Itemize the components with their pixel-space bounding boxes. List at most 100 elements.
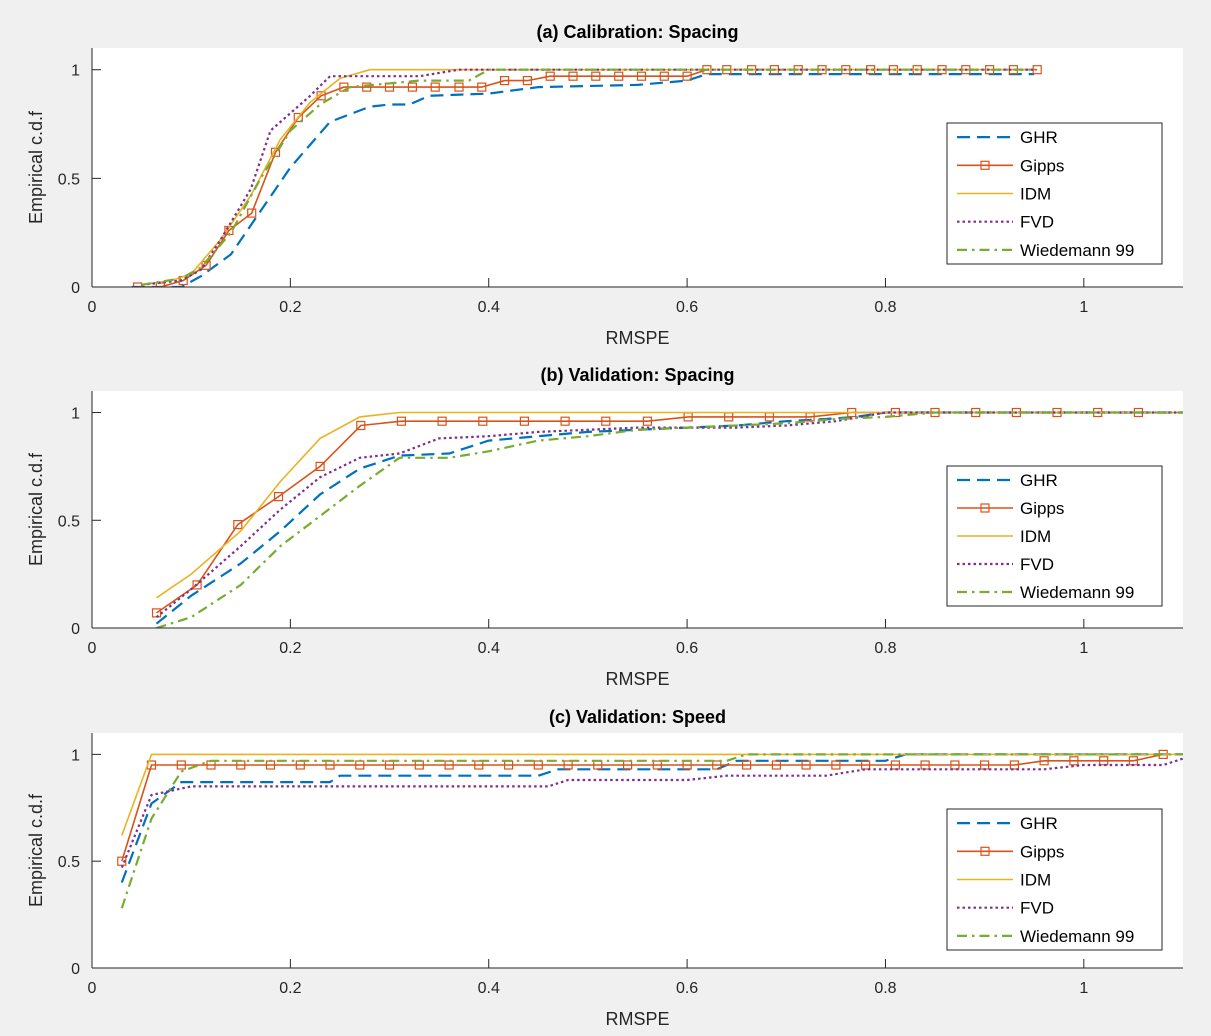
data-point-marker — [474, 760, 484, 770]
data-point-marker — [437, 416, 447, 426]
y-tick-label: 1 — [71, 747, 80, 764]
legend-label: IDM — [1020, 871, 1051, 890]
legend-label: Wiedemann 99 — [1020, 241, 1134, 260]
series-line-ghr — [120, 753, 1183, 883]
x-tick-label: 0.8 — [874, 640, 896, 657]
chart-title: (a) Calibration: Spacing — [536, 22, 738, 42]
y-tick-label: 0.5 — [58, 854, 80, 871]
data-point-marker — [533, 760, 543, 770]
data-point-marker — [407, 82, 417, 92]
x-tick-label: 0.4 — [478, 640, 500, 657]
data-point-marker — [192, 580, 202, 590]
y-tick-label: 0.5 — [58, 171, 80, 188]
series-line-wiedemann-99 — [120, 753, 1183, 909]
legend-label: Wiedemann 99 — [1020, 583, 1134, 602]
data-point-marker — [1099, 756, 1109, 766]
series-line-ghr — [131, 72, 1035, 287]
x-tick-label: 0 — [88, 299, 97, 316]
data-point-marker — [682, 71, 692, 81]
legend-label: GHR — [1020, 128, 1058, 147]
y-tick-label: 1 — [71, 63, 80, 80]
legend-label: Wiedemann 99 — [1020, 927, 1134, 946]
series-line-ghr — [155, 411, 1183, 625]
data-point-marker — [614, 71, 624, 81]
series-line-fvd — [120, 757, 1183, 869]
x-axis-label: RMSPE — [605, 669, 669, 689]
y-axis-label: Empirical c.d.f — [26, 110, 46, 224]
data-point-marker — [1039, 756, 1049, 766]
data-point-marker — [831, 760, 841, 770]
legend-marker — [980, 846, 990, 856]
x-tick-label: 0.4 — [478, 980, 500, 997]
legend: GHR Gipps IDM FVD Wiedemann 99 — [946, 808, 1163, 951]
data-point-marker — [454, 82, 464, 92]
y-tick-label: 0.5 — [58, 513, 80, 530]
data-point-marker — [522, 75, 533, 86]
legend-label: GHR — [1020, 471, 1058, 490]
chart-title: (c) Validation: Speed — [549, 707, 726, 727]
y-tick-label: 0 — [71, 961, 80, 978]
data-point-marker — [545, 71, 555, 81]
data-point-marker — [591, 71, 601, 81]
data-point-marker — [801, 760, 811, 770]
data-point-marker — [860, 760, 871, 770]
data-point-marker — [273, 492, 284, 502]
x-tick-label: 0.6 — [676, 299, 698, 316]
data-point-marker — [1009, 760, 1020, 770]
legend-label: FVD — [1020, 213, 1054, 232]
data-point-marker — [636, 71, 647, 81]
data-point-marker — [771, 760, 782, 770]
y-axis-label: Empirical c.d.f — [26, 793, 46, 907]
y-tick-label: 0 — [71, 280, 80, 297]
data-point-marker — [601, 416, 611, 426]
data-point-marker — [430, 82, 440, 92]
y-tick-label: 1 — [71, 406, 80, 423]
x-tick-label: 0.8 — [874, 980, 896, 997]
data-point-marker — [478, 416, 488, 426]
legend-label: IDM — [1020, 527, 1051, 546]
x-tick-label: 0 — [88, 640, 97, 657]
x-tick-label: 1 — [1079, 980, 1088, 997]
x-tick-label: 0 — [88, 980, 97, 997]
data-point-marker — [444, 760, 454, 770]
data-point-marker — [176, 760, 186, 770]
x-tick-label: 0.2 — [279, 640, 301, 657]
legend: GHR Gipps IDM FVD Wiedemann 99 — [946, 465, 1163, 607]
legend-label: Gipps — [1020, 499, 1064, 518]
data-point-marker — [560, 416, 570, 426]
y-axis-label: Empirical c.d.f — [26, 452, 46, 566]
legend-label: Gipps — [1020, 842, 1064, 861]
legend-label: FVD — [1020, 555, 1054, 574]
legend-label: GHR — [1020, 814, 1058, 833]
data-point-marker — [950, 760, 960, 770]
series-line-fvd — [155, 411, 1183, 619]
data-point-marker — [741, 760, 752, 770]
series-group — [117, 749, 1183, 909]
data-point-marker — [712, 760, 722, 770]
data-point-marker — [622, 760, 633, 770]
data-point-marker — [500, 75, 510, 86]
x-tick-label: 0.6 — [676, 640, 698, 657]
legend-marker — [980, 503, 990, 513]
chart-title: (b) Validation: Spacing — [540, 365, 734, 385]
data-point-marker — [247, 208, 257, 218]
data-point-marker — [642, 416, 653, 426]
legend-label: Gipps — [1020, 156, 1064, 175]
x-tick-label: 0.2 — [279, 299, 301, 316]
x-axis-label: RMSPE — [605, 328, 669, 348]
series-group — [131, 65, 1042, 287]
data-point-marker — [1069, 756, 1079, 766]
x-axis-label: RMSPE — [605, 1009, 669, 1029]
data-point-marker — [356, 420, 366, 431]
data-point-marker — [396, 416, 406, 426]
x-tick-label: 1 — [1079, 299, 1088, 316]
y-tick-label: 0 — [71, 621, 80, 638]
x-tick-label: 1 — [1079, 640, 1088, 657]
data-point-marker — [133, 282, 143, 287]
legend-label: FVD — [1020, 899, 1054, 918]
series-line-fvd — [141, 68, 1035, 286]
chart-panel-1: 0 0.2 0.4 0.6 0.8 1 0 0.5 1 (a) Calibration: Spac… — [26, 22, 1183, 348]
series-line-idm — [156, 411, 1183, 599]
data-point-marker — [233, 519, 243, 530]
